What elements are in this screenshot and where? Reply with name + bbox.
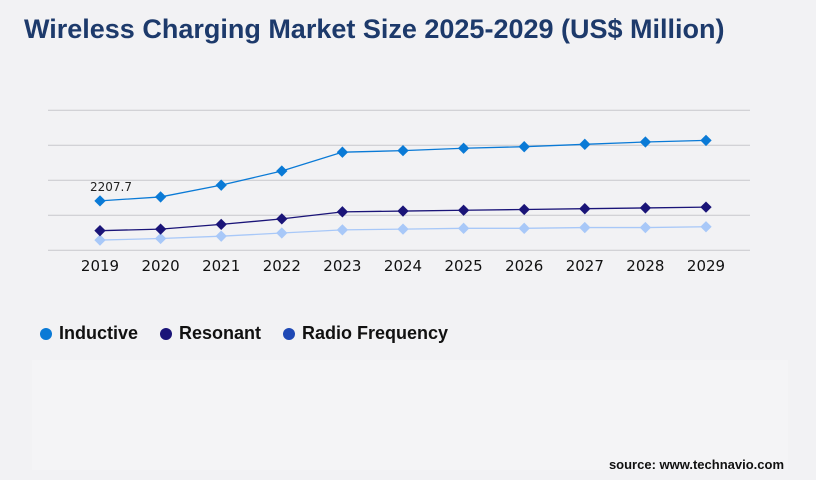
data-point [94,225,106,237]
legend-item-resonant[interactable]: Resonant [160,323,261,344]
data-point [215,179,227,191]
data-point [639,221,652,234]
legend: Inductive Resonant Radio Frequency [40,323,448,344]
data-point [700,134,712,147]
data-point [154,232,167,245]
legend-label: Resonant [179,323,262,343]
x-tick-label: 2025 [445,257,483,275]
data-point [457,204,470,216]
data-point [579,221,591,234]
data-point [336,206,349,218]
legend-label: Radio Frequency [302,323,449,343]
data-point [579,138,591,150]
data-point [579,203,591,215]
x-tick-label: 2027 [566,257,604,275]
legend-marker [160,327,173,340]
legend-marker [40,327,52,340]
data-point [215,218,227,231]
data-point [397,144,409,157]
x-tick-label: 2026 [505,257,543,275]
data-point [276,213,288,225]
data-point [518,203,530,216]
x-tick-label: 2020 [142,257,180,275]
x-tick-label: 2024 [384,257,422,275]
x-tick-label: 2019 [81,257,119,275]
data-point [518,222,530,234]
data-point [276,227,288,239]
data-point [154,223,167,235]
legend-label: Inductive [59,323,139,343]
data-point [518,141,530,153]
data-point [397,205,409,217]
legend-marker [283,327,296,340]
chart-title: Wireless Charging Market Size 2025-2029 … [24,14,725,44]
data-point [639,136,652,148]
data-point [94,195,106,207]
data-point [397,223,409,235]
x-tick-label: 2022 [263,257,301,275]
legend-item-radio-frequency[interactable]: Radio Frequency [283,323,448,344]
data-point [276,165,288,177]
source-note: source: www.technavio.com [608,457,784,472]
data-point [457,222,470,234]
data-point [154,191,167,203]
x-tick-label: 2021 [202,257,240,275]
data-label: 2207.7 [90,180,132,194]
x-tick-label: 2029 [687,257,725,275]
data-point [336,224,349,236]
data-point [336,146,349,158]
data-point [700,201,712,213]
x-tick-label: 2023 [323,257,361,275]
background-panel [32,360,788,470]
x-tick-label: 2028 [626,257,664,275]
data-point [457,142,470,154]
legend-item-inductive[interactable]: Inductive [40,323,138,344]
data-point [639,202,652,214]
data-point [215,230,227,242]
data-point [700,221,712,233]
